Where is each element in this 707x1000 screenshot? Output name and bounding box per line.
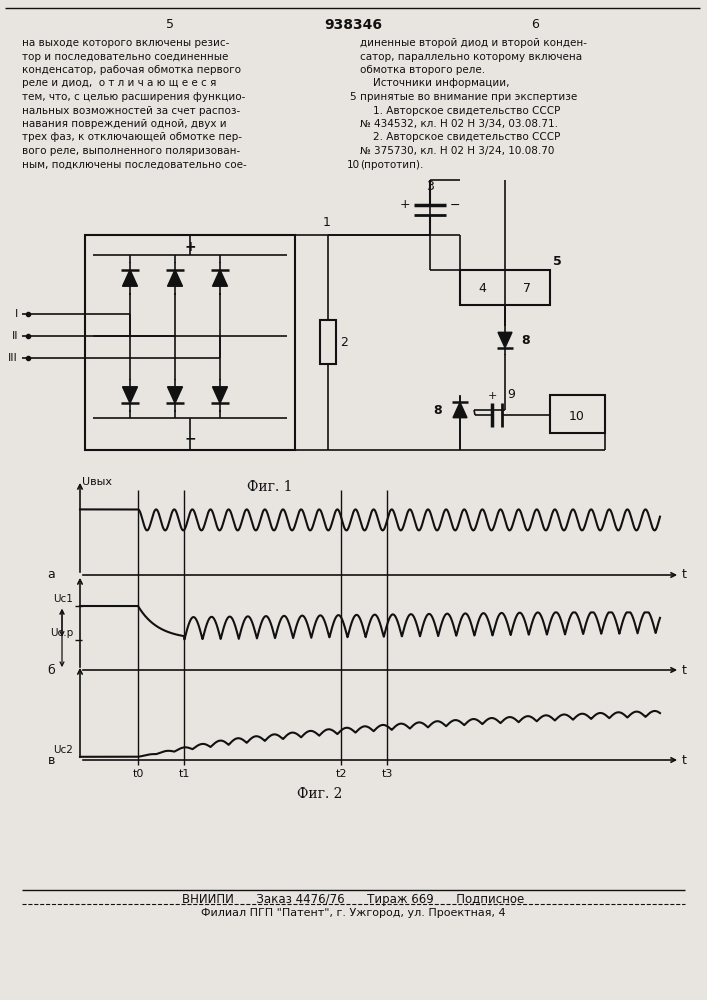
Text: нальных возможностей за счет распоз-: нальных возможностей за счет распоз- [22, 105, 240, 115]
Polygon shape [122, 387, 137, 403]
Text: II: II [11, 331, 18, 341]
Text: +: + [185, 240, 196, 254]
Polygon shape [213, 387, 228, 403]
Text: № 375730, кл. Н 02 Н 3/24, 10.08.70: № 375730, кл. Н 02 Н 3/24, 10.08.70 [360, 146, 554, 156]
Text: конденсатор, рабочая обмотка первого: конденсатор, рабочая обмотка первого [22, 65, 241, 75]
Bar [460, 270, 550, 305]
Text: ВНИИПИ      Заказ 4476/76      Тираж 669      Подписное: ВНИИПИ Заказ 4476/76 Тираж 669 Подписное [182, 893, 524, 906]
Text: тор и последовательно соединенные: тор и последовательно соединенные [22, 51, 228, 62]
Text: принятые во внимание при экспертизе: принятые во внимание при экспертизе [360, 92, 577, 102]
Text: t0: t0 [132, 769, 144, 779]
Text: реле и диод,  о т л и ч а ю щ е е с я: реле и диод, о т л и ч а ю щ е е с я [22, 79, 216, 89]
Text: Uс2: Uс2 [53, 745, 73, 755]
Text: 8: 8 [521, 334, 530, 347]
Text: t1: t1 [179, 769, 190, 779]
Polygon shape [168, 270, 182, 286]
Text: 7: 7 [523, 282, 531, 296]
Text: −: − [185, 431, 196, 445]
Text: а: а [47, 568, 55, 582]
Text: t: t [682, 664, 687, 676]
Polygon shape [213, 270, 228, 286]
Text: Филиал ПГП "Патент", г. Ужгород, ул. Проектная, 4: Филиал ПГП "Патент", г. Ужгород, ул. Про… [201, 908, 506, 918]
Polygon shape [453, 402, 467, 418]
Text: t: t [682, 568, 687, 582]
Text: Uс1: Uс1 [53, 594, 73, 604]
Text: 2: 2 [340, 336, 348, 349]
Bar [320, 320, 336, 364]
Text: 8: 8 [433, 403, 442, 416]
Text: Uвых: Uвых [82, 477, 112, 487]
Text: № 434532, кл. Н 02 Н 3/34, 03.08.71.: № 434532, кл. Н 02 Н 3/34, 03.08.71. [360, 119, 558, 129]
Text: 10: 10 [569, 410, 585, 422]
Text: обмотка второго реле.: обмотка второго реле. [360, 65, 485, 75]
Text: −: − [450, 198, 460, 212]
Text: ным, подключены последовательно сое-: ным, подключены последовательно сое- [22, 159, 247, 169]
Text: диненные второй диод и второй конден-: диненные второй диод и второй конден- [360, 38, 587, 48]
Text: трех фаз, к отключающей обмотке пер-: трех фаз, к отключающей обмотке пер- [22, 132, 242, 142]
Text: 3: 3 [426, 180, 434, 193]
Text: б: б [47, 664, 55, 676]
Text: t: t [682, 754, 687, 766]
Text: t3: t3 [382, 769, 393, 779]
Text: навания повреждений одной, двух и: навания повреждений одной, двух и [22, 119, 227, 129]
Text: Фиг. 2: Фиг. 2 [298, 787, 343, 801]
Text: Источники информации,: Источники информации, [360, 79, 510, 89]
Text: 5: 5 [553, 255, 562, 268]
Text: вого реле, выполненного поляризован-: вого реле, выполненного поляризован- [22, 146, 240, 156]
Text: 5: 5 [166, 18, 174, 31]
Text: +: + [487, 391, 497, 401]
Text: 938346: 938346 [324, 18, 382, 32]
Bar [550, 395, 605, 433]
Bar [85, 235, 295, 450]
Text: 6: 6 [531, 18, 539, 31]
Text: сатор, параллельно которому включена: сатор, параллельно которому включена [360, 51, 582, 62]
Text: t2: t2 [335, 769, 346, 779]
Text: I: I [15, 309, 18, 319]
Text: Uс.р: Uс.р [49, 628, 73, 638]
Text: Фиг. 1: Фиг. 1 [247, 480, 293, 494]
Text: тем, что, с целью расширения функцио-: тем, что, с целью расширения функцио- [22, 92, 245, 102]
Text: +: + [399, 198, 410, 212]
Text: 1: 1 [323, 217, 331, 230]
Text: 5: 5 [350, 92, 356, 102]
Text: (прототип).: (прототип). [360, 159, 423, 169]
Text: 2. Авторское свидетельство СССР: 2. Авторское свидетельство СССР [360, 132, 561, 142]
Text: на выходе которого включены резис-: на выходе которого включены резис- [22, 38, 229, 48]
Text: 4: 4 [478, 282, 486, 296]
Polygon shape [498, 332, 512, 348]
Text: III: III [8, 353, 18, 363]
Polygon shape [122, 270, 137, 286]
Text: 10: 10 [346, 159, 360, 169]
Polygon shape [168, 387, 182, 403]
Text: 1. Авторское свидетельство СССР: 1. Авторское свидетельство СССР [360, 105, 561, 115]
Text: 9: 9 [507, 388, 515, 401]
Text: в: в [47, 754, 55, 766]
